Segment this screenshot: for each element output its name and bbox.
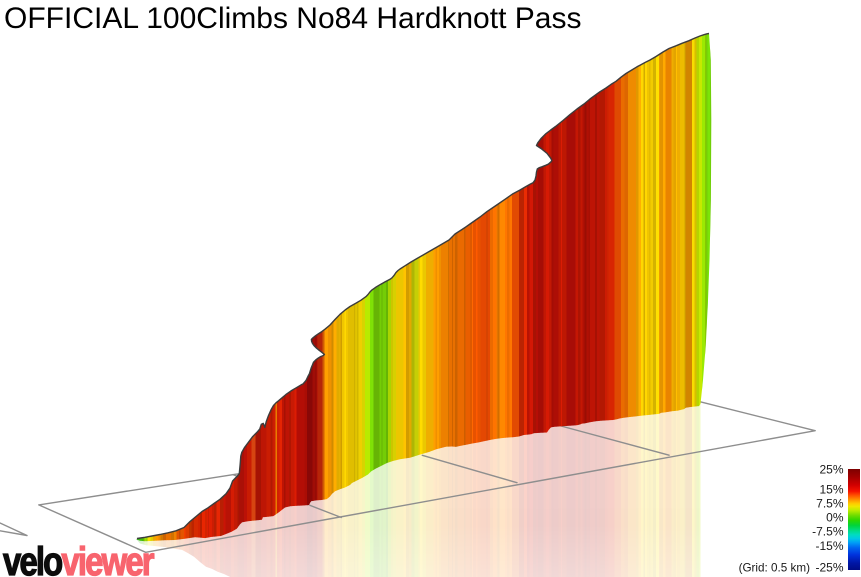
svg-text:15%: 15% — [819, 483, 843, 497]
svg-text:-7.5%: -7.5% — [812, 525, 844, 539]
svg-text:25%: 25% — [819, 463, 843, 477]
svg-text:-15%: -15% — [815, 539, 843, 553]
svg-text:-25%: -25% — [815, 561, 843, 575]
svg-text:0%: 0% — [826, 511, 844, 525]
svg-text:OFFICIAL 100Climbs No84 Hardkn: OFFICIAL 100Climbs No84 Hardknott Pass — [4, 2, 581, 35]
svg-text:(Grid: 0.5 km): (Grid: 0.5 km) — [739, 562, 811, 575]
svg-text:7.5%: 7.5% — [816, 497, 844, 511]
